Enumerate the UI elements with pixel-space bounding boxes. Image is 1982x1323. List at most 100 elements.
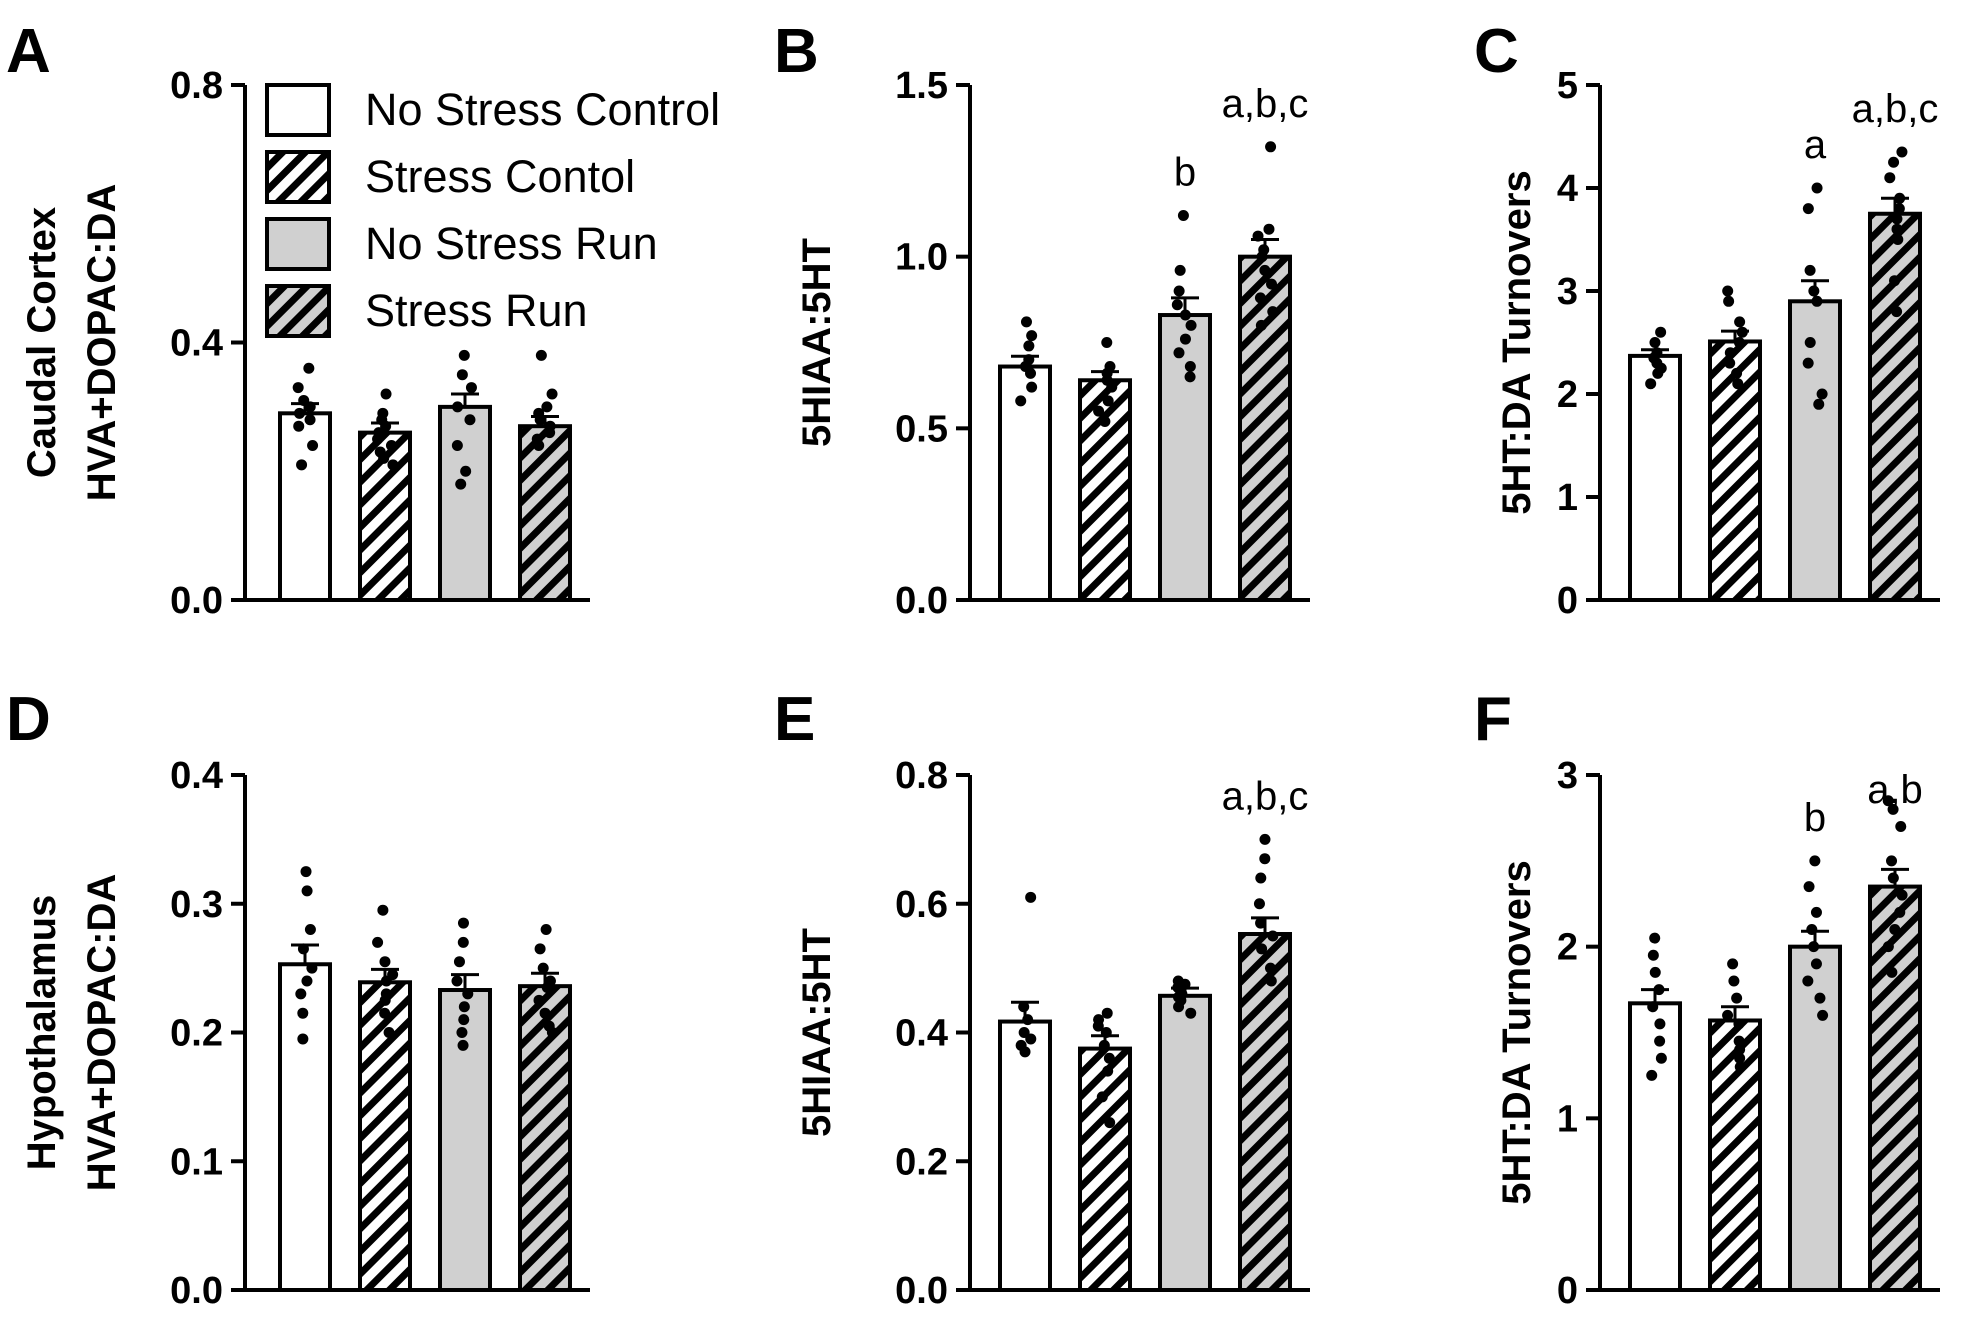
y-tick-label-a: 0.4: [170, 323, 223, 365]
legend: No Stress Control Stress Contol No Stres…: [265, 83, 720, 338]
legend-entry-no-stress-control: No Stress Control: [265, 83, 720, 137]
bar-e-no-stress-run: [1158, 993, 1212, 1293]
data-point-a-no-stress-control: [292, 382, 304, 394]
data-point-b-no-stress-control: [1023, 340, 1035, 352]
data-point-c-no-stress-run: [1808, 285, 1820, 297]
y-tick-label-d: 0.3: [170, 884, 223, 926]
data-point-e-stress-control: [1101, 1007, 1113, 1019]
data-point-c-stress-run: [1896, 146, 1908, 158]
legend-label-stress-run: Stress Run: [365, 285, 588, 336]
data-point-b-no-stress-control: [1026, 330, 1038, 342]
y-tick-label-d: 0.1: [170, 1141, 223, 1183]
data-point-f-stress-control: [1733, 1018, 1745, 1030]
data-point-f-stress-control: [1734, 1052, 1746, 1064]
data-point-a-stress-run: [541, 401, 553, 413]
data-point-b-no-stress-run: [1179, 309, 1191, 321]
panel-e: E 0.0 0.2 0.4 0.6 0.8 5HIAA:5HT a,b,c: [774, 685, 1310, 1312]
data-point-d-no-stress-control: [301, 975, 313, 987]
data-point-a-no-stress-run: [465, 382, 477, 394]
data-point-f-no-stress-control: [1647, 1001, 1659, 1013]
bar-f-stress-run: [1868, 884, 1922, 1292]
y-axis-title-b: 5HIAA:5HT: [795, 238, 839, 447]
data-point-c-no-stress-control: [1655, 326, 1667, 338]
data-point-a-no-stress-control: [303, 362, 315, 374]
data-point-e-stress-control: [1103, 1052, 1115, 1064]
data-point-f-no-stress-control: [1649, 966, 1661, 978]
data-point-f-no-stress-run: [1802, 975, 1814, 987]
panel-b: B 0.0 0.5 1.0 1.5 5HIAA:5HT b a,b,c: [774, 17, 1310, 622]
data-point-d-no-stress-run: [462, 988, 474, 1000]
data-point-f-stress-control: [1722, 1009, 1734, 1021]
data-point-b-no-stress-control: [1020, 316, 1032, 328]
data-point-f-stress-control: [1734, 1044, 1746, 1056]
data-point-f-stress-control: [1733, 1035, 1745, 1047]
bar-a-no-stress-control: [278, 411, 332, 602]
data-point-c-no-stress-control: [1649, 337, 1661, 348]
data-point-b-no-stress-run: [1185, 319, 1197, 331]
plot-e: 0.0 0.2 0.4 0.6 0.8 5HIAA:5HT a,b,c: [795, 755, 1310, 1312]
panel-letter-b: B: [774, 17, 819, 86]
plot-b: 0.0 0.5 1.0 1.5 5HIAA:5HT b a,b,c: [795, 65, 1310, 622]
legend-entry-stress-run: Stress Run: [265, 284, 588, 338]
y-tick-label-e: 0.6: [895, 884, 948, 926]
y-tick-label-c: 5: [1557, 65, 1578, 107]
data-point-d-stress-control: [379, 1007, 391, 1019]
y-tick-label-a: 0.0: [170, 580, 223, 622]
data-point-d-no-stress-run: [451, 975, 463, 987]
data-point-f-no-stress-control: [1655, 1052, 1667, 1064]
data-point-b-stress-run: [1267, 306, 1279, 318]
data-point-c-no-stress-run: [1802, 203, 1814, 215]
data-point-b-no-stress-run: [1174, 264, 1186, 276]
y-axis-title-f: 5HT:DA Turnovers: [1495, 860, 1539, 1205]
data-point-d-no-stress-run: [457, 936, 469, 948]
panel-d: D 0.0 0.1 0.2 0.3 0.4 Hypothalamus HVA+DOPAC:D…: [6, 685, 590, 1312]
data-point-f-stress-run: [1887, 872, 1899, 884]
data-point-a-no-stress-run: [455, 478, 467, 490]
data-point-f-no-stress-run: [1814, 992, 1826, 1004]
data-point-e-no-stress-control: [1025, 891, 1037, 903]
data-point-e-stress-run: [1265, 975, 1277, 987]
data-point-a-no-stress-run: [456, 369, 468, 381]
data-point-f-no-stress-control: [1649, 932, 1661, 944]
data-point-f-stress-run: [1882, 795, 1894, 807]
plot-a: 0.0 0.4 0.8 Caudal Cortex HVA+DOPAC:DA: [20, 65, 590, 622]
data-point-f-no-stress-control: [1654, 1035, 1666, 1047]
data-point-d-stress-control: [372, 936, 384, 948]
data-point-b-stress-run: [1263, 223, 1275, 235]
y-tick-label-c: 0: [1557, 580, 1578, 622]
data-point-d-no-stress-run: [457, 1039, 469, 1051]
data-point-e-no-stress-run: [1185, 1007, 1197, 1019]
legend-label-no-stress-control: No Stress Control: [365, 84, 720, 135]
legend-swatch-no-stress-run: [265, 217, 331, 271]
significance-label-c-no-stress-run: a: [1804, 123, 1827, 167]
legend-label-stress-control: Stress Contol: [365, 151, 635, 202]
data-point-f-stress-run: [1889, 924, 1901, 935]
legend-label-no-stress-run: No Stress Run: [365, 218, 658, 269]
legend-swatch-stress-run: [265, 284, 331, 338]
data-point-a-no-stress-control: [293, 420, 305, 432]
data-point-d-stress-control: [383, 1027, 395, 1038]
y-axis-title-e: 5HIAA:5HT: [795, 928, 839, 1137]
y-tick-label-b: 0.5: [895, 408, 948, 450]
y-tick-label-f: 2: [1557, 927, 1578, 969]
data-point-d-stress-run: [534, 943, 546, 955]
data-point-d-no-stress-control: [301, 885, 313, 897]
panel-a: A 0.0 0.4 0.8 Caudal Cortex HVA+DOPAC:DA: [6, 17, 590, 622]
data-point-b-stress-control: [1102, 395, 1114, 407]
data-point-b-stress-control: [1106, 381, 1118, 393]
data-point-d-no-stress-control: [297, 1033, 309, 1045]
data-point-f-no-stress-run: [1809, 855, 1821, 867]
data-point-d-stress-run: [540, 924, 552, 935]
data-point-c-no-stress-run: [1811, 182, 1823, 194]
data-point-b-stress-control: [1099, 415, 1111, 427]
y-axis-title-d: HVA+DOPAC:DA: [80, 874, 124, 1191]
bar-c-stress-run: [1868, 211, 1922, 602]
data-point-f-no-stress-control: [1647, 949, 1659, 961]
data-point-a-no-stress-control: [307, 440, 319, 451]
data-point-f-no-stress-run: [1806, 924, 1818, 935]
data-point-c-no-stress-control: [1645, 378, 1657, 390]
data-point-e-stress-control: [1096, 1091, 1108, 1103]
data-point-d-no-stress-run: [458, 1001, 470, 1013]
y-tick-label-d: 0.4: [170, 755, 223, 797]
y-axis-title-d: Hypothalamus: [20, 895, 64, 1171]
